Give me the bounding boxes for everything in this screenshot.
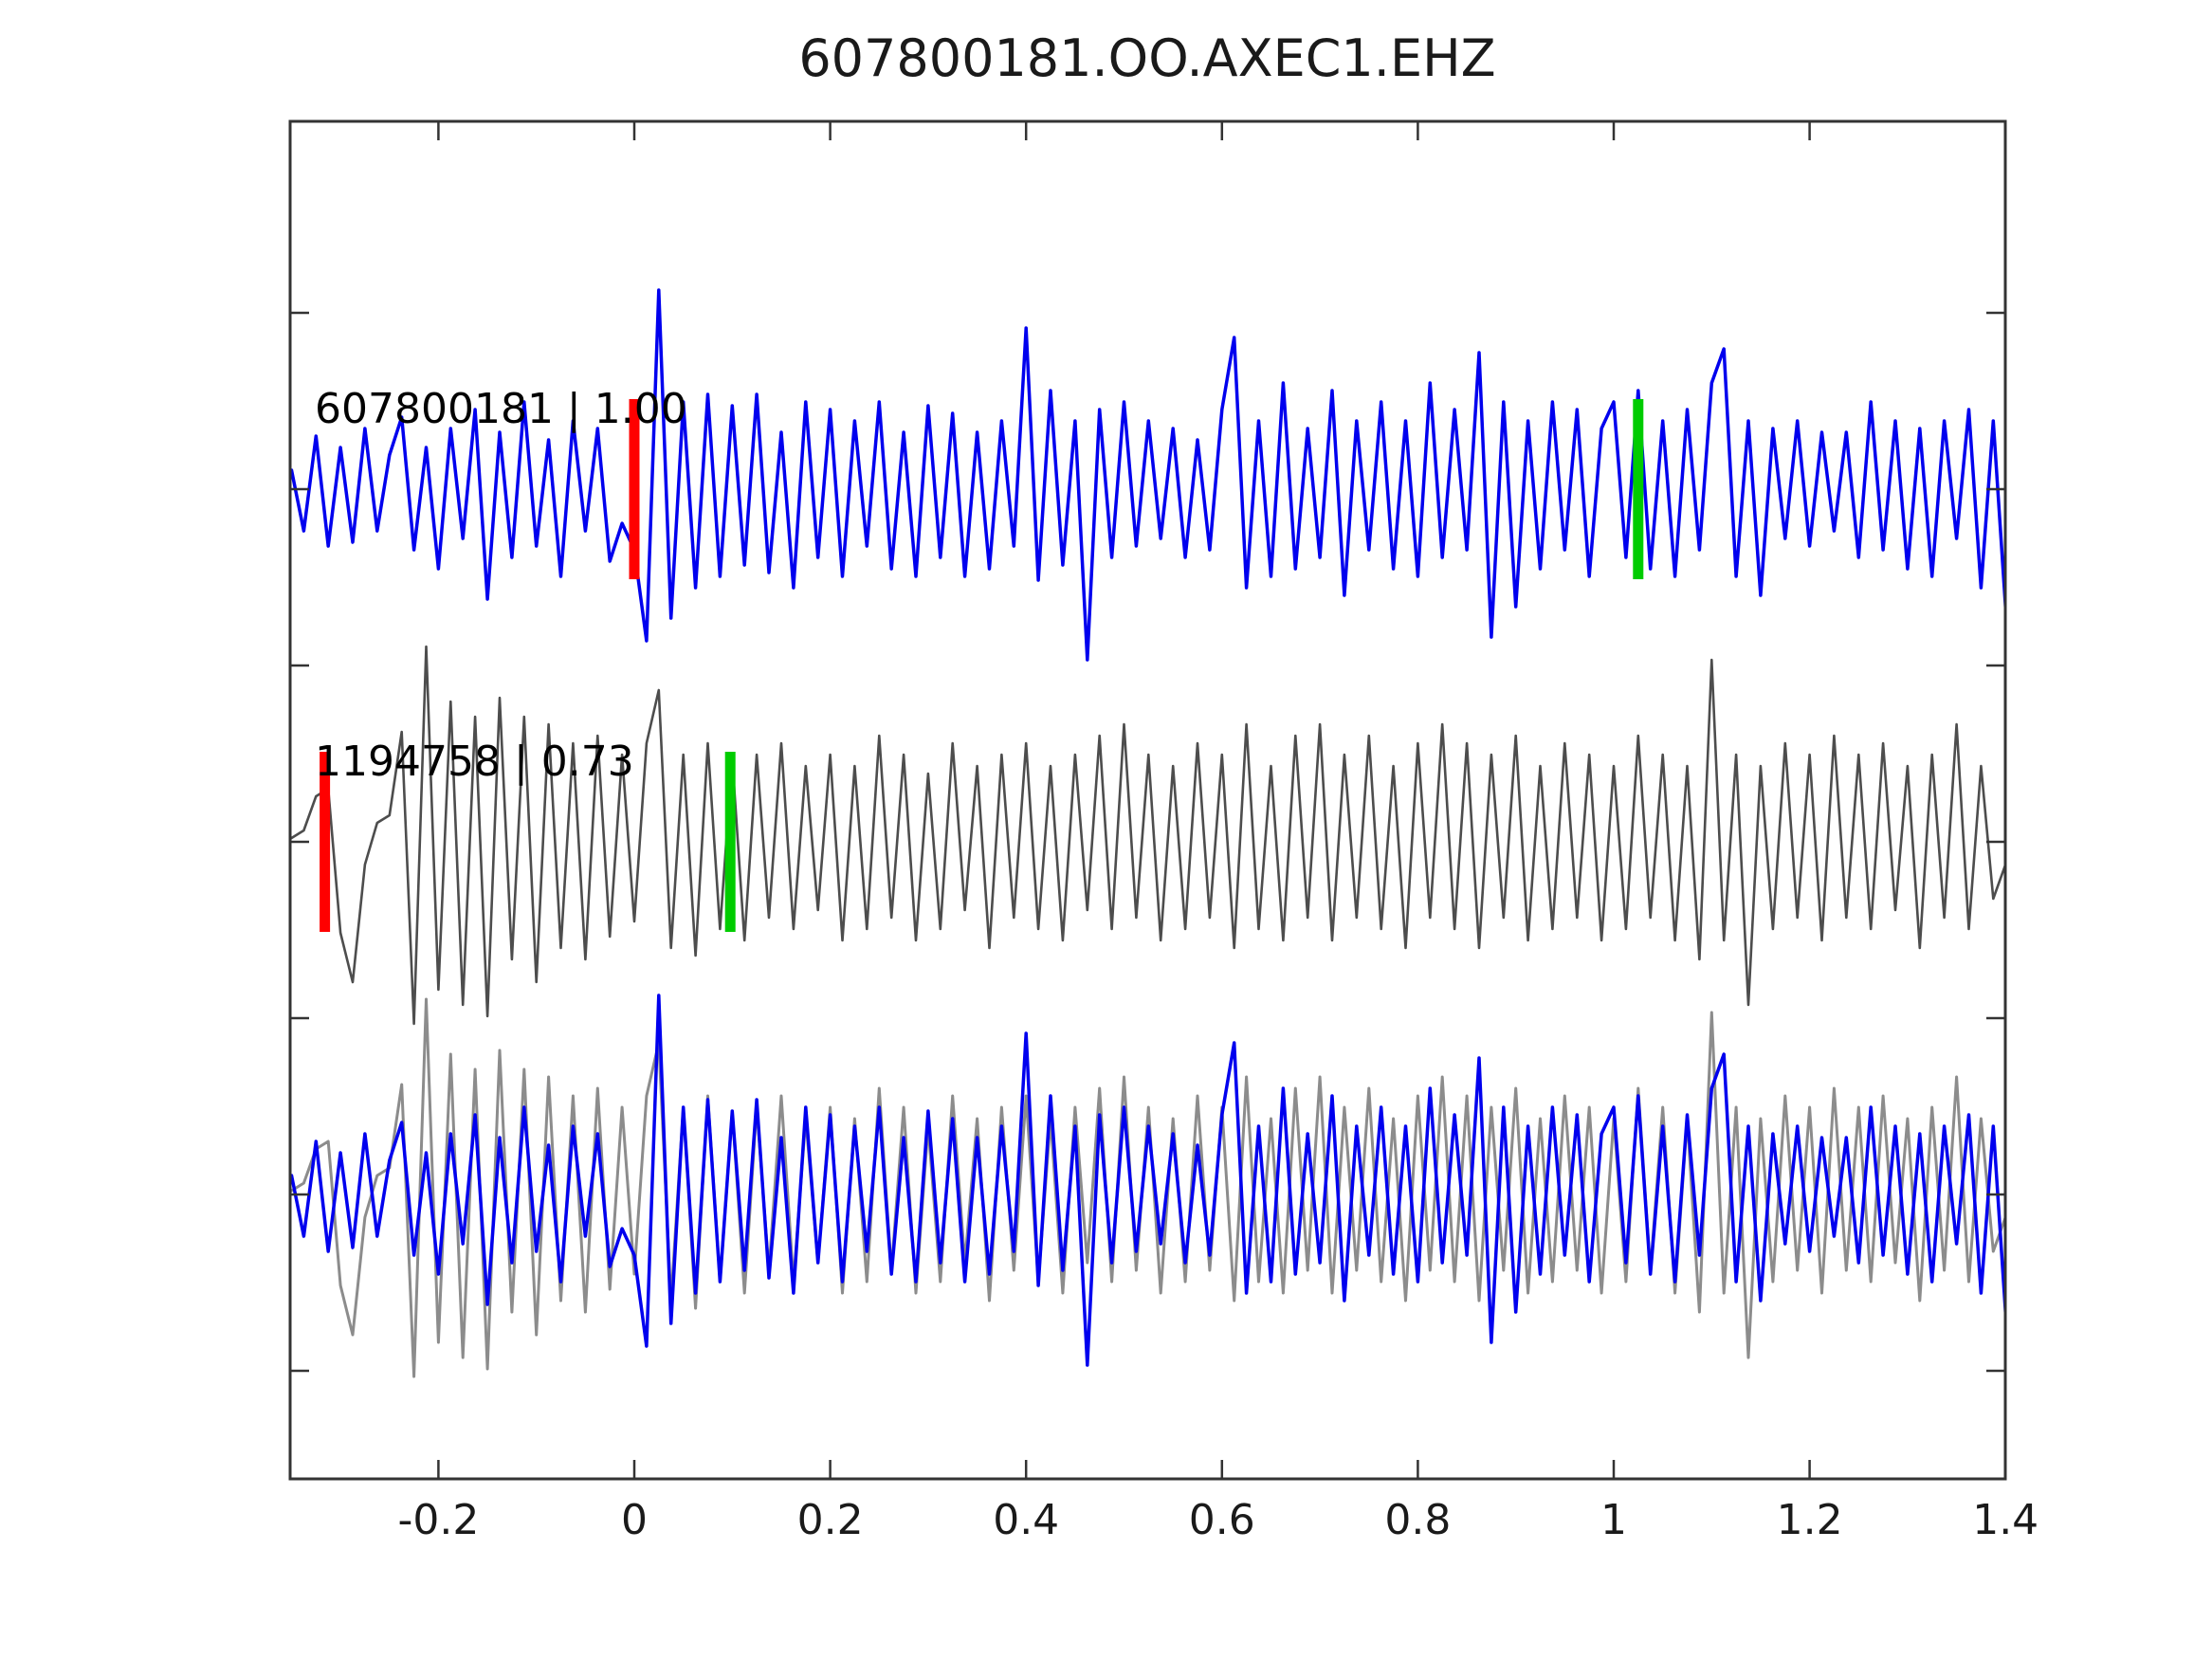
x-tick-label: 0 <box>621 1496 648 1544</box>
pick-marker <box>629 399 640 579</box>
detection-trace-label: 607800181 | 1.00 <box>315 385 687 433</box>
x-tick-label: 0.4 <box>993 1496 1059 1544</box>
pick-marker <box>1633 399 1644 579</box>
trace-trace2 <box>290 997 2005 1378</box>
axis-ticks <box>290 121 2007 1479</box>
axes-border <box>288 119 2007 1481</box>
x-tick-label: 0.6 <box>1189 1496 1255 1544</box>
pick-markers <box>320 399 1644 932</box>
trace-trace2 <box>290 645 2005 1026</box>
trace-lines <box>290 288 2005 1378</box>
trace-trace1 <box>290 288 2005 662</box>
x-tick-label: 0.8 <box>1384 1496 1451 1544</box>
trace-trace1 <box>290 994 2005 1367</box>
x-tick-label: 1.4 <box>1972 1496 2038 1544</box>
x-tick-label: 1.2 <box>1777 1496 1843 1544</box>
x-tick-label: 1 <box>1600 1496 1627 1544</box>
plot-title: 607800181.OO.AXEC1.EHZ <box>798 28 1495 88</box>
pick-marker <box>724 752 736 932</box>
x-tick-label: 0.2 <box>797 1496 864 1544</box>
pick-marker <box>320 752 331 932</box>
template-trace-label: 1194758 | 0.73 <box>315 738 634 786</box>
x-tick-label: -0.2 <box>397 1496 479 1544</box>
x-tick-labels: -0.2 0 0.2 0.4 0.6 0.8 1 1.2 1.4 <box>397 1496 2038 1544</box>
